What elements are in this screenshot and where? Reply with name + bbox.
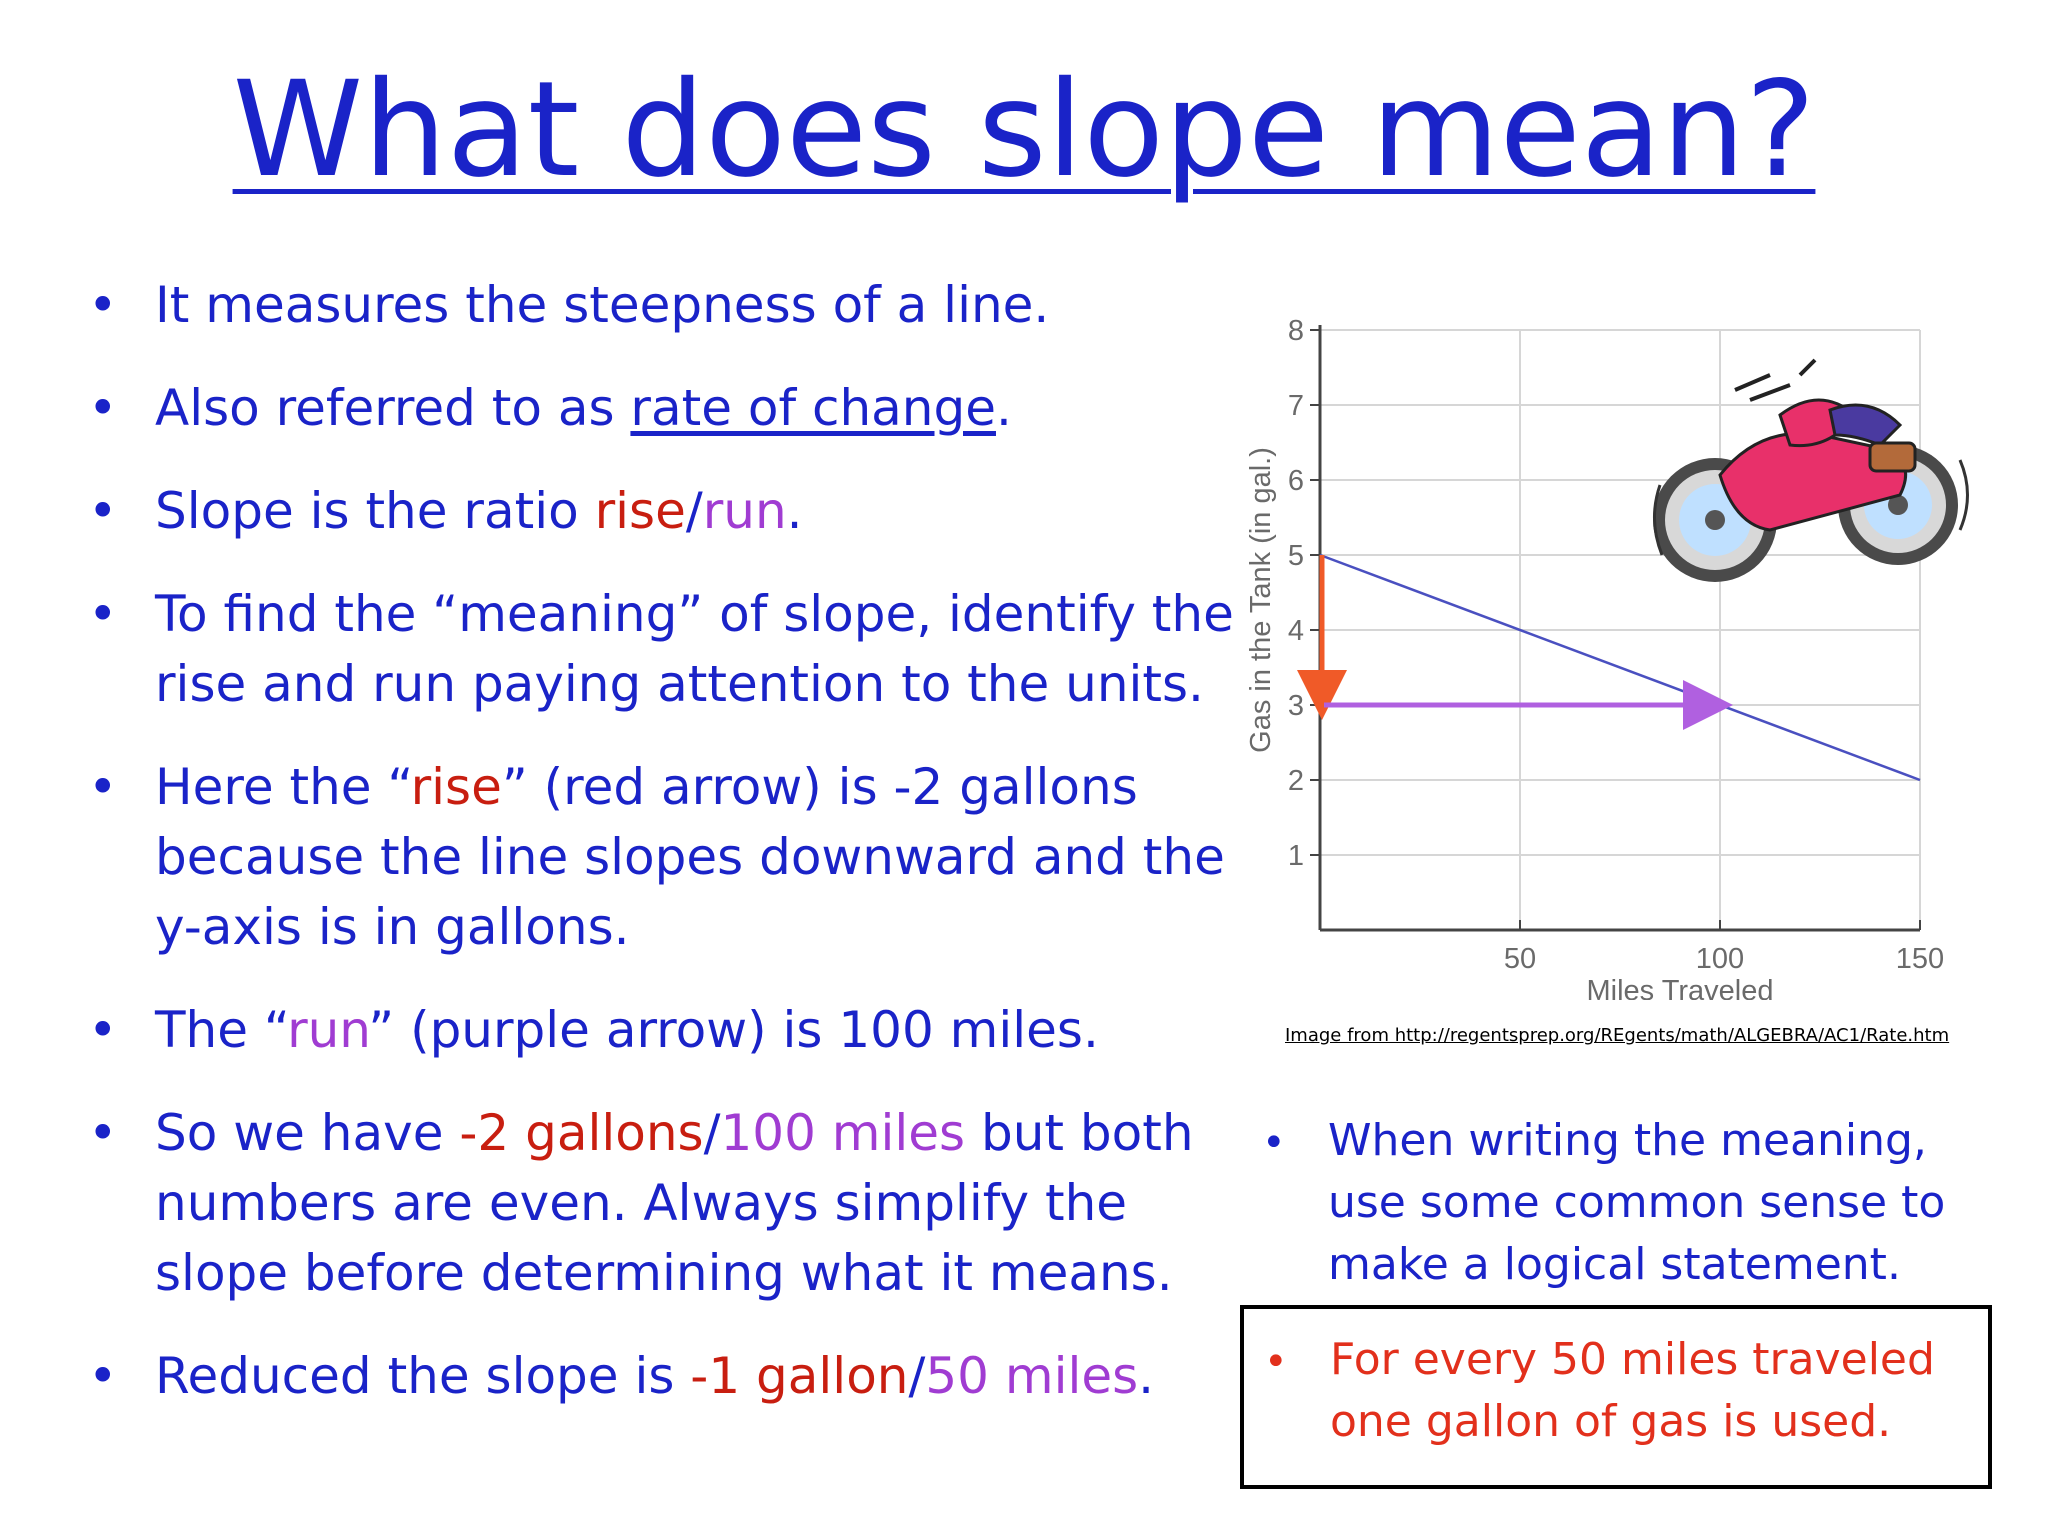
y-tick-label: 7 xyxy=(1288,390,1304,422)
x-tick-label: 100 xyxy=(1696,943,1744,975)
bullet-icon: • xyxy=(88,379,118,437)
y-tick-label: 5 xyxy=(1288,540,1304,572)
run-value: 100 miles xyxy=(720,1104,966,1162)
series-line xyxy=(1319,553,1921,782)
list-item: • The “run” (purple arrow) is 100 miles. xyxy=(85,995,1235,1065)
answer-list: • For every 50 miles traveled one gallon… xyxy=(1264,1329,1984,1453)
answer-box: • For every 50 miles traveled one gallon… xyxy=(1240,1305,1992,1489)
y-tick-label: 3 xyxy=(1288,690,1304,722)
list-item: • Reduced the slope is -1 gallon/50 mile… xyxy=(85,1341,1235,1411)
gas-vs-miles-chart: 1 2 3 4 5 6 7 8 50 100 150 Miles Traveled Gas in the… xyxy=(1240,295,1970,1000)
image-credit: Image from http://regentsprep.org/REgent… xyxy=(1285,1025,1950,1046)
chart-labels: 1 2 3 4 5 6 7 8 50 100 150 Miles Traveled Gas in the… xyxy=(1245,315,1944,1000)
run-value: 50 miles xyxy=(925,1347,1139,1405)
left-bullet-list: • It measures the steepness of a line. •… xyxy=(85,270,1235,1444)
list-item: • It measures the steepness of a line. xyxy=(85,270,1235,340)
x-axis-title: Miles Traveled xyxy=(1587,975,1774,1000)
rise-value: -1 gallon xyxy=(690,1347,909,1405)
y-tick-label: 8 xyxy=(1288,315,1304,347)
y-tick-label: 1 xyxy=(1288,840,1304,872)
y-tick-label: 2 xyxy=(1288,765,1304,797)
right-bullet-list: • When writing the meaning, use some com… xyxy=(1262,1110,1982,1296)
list-item: • To find the “meaning” of slope, identi… xyxy=(85,579,1235,719)
run-term: run xyxy=(287,1001,369,1059)
x-tick-label: 150 xyxy=(1896,943,1944,975)
bullet-icon: • xyxy=(88,1347,118,1405)
chart-svg: 1 2 3 4 5 6 7 8 50 100 150 Miles Traveled Gas in the… xyxy=(1245,315,1969,1000)
bullet-icon: • xyxy=(88,1001,118,1059)
list-item: • When writing the meaning, use some com… xyxy=(1262,1110,1982,1296)
bullet-icon: • xyxy=(1264,1339,1288,1385)
rise-term: rise xyxy=(594,482,686,540)
y-tick-label: 6 xyxy=(1288,465,1304,497)
list-item: • For every 50 miles traveled one gallon… xyxy=(1264,1329,1984,1453)
list-item: • Here the “rise” (red arrow) is -2 gall… xyxy=(85,752,1235,962)
bullet-icon: • xyxy=(1262,1120,1286,1166)
bullet-icon: • xyxy=(88,276,118,334)
bullet-icon: • xyxy=(88,585,118,643)
chart-arrows xyxy=(1297,555,1733,730)
bullet-icon: • xyxy=(88,758,118,816)
rise-value: -2 gallons xyxy=(459,1104,704,1162)
motorcycle-illustration xyxy=(1652,358,1969,582)
list-item: • Also referred to as rate of change. xyxy=(85,373,1235,443)
bullet-icon: • xyxy=(88,482,118,540)
rate-of-change-term: rate of change xyxy=(630,379,996,437)
page-title: What does slope mean? xyxy=(232,53,1816,207)
chart-series xyxy=(1319,553,1921,782)
bullet-icon: • xyxy=(88,1104,118,1162)
y-tick-label: 4 xyxy=(1288,615,1304,647)
run-term: run xyxy=(702,482,787,540)
y-axis-title: Gas in the Tank (in gal.) xyxy=(1245,447,1277,753)
list-item: • Slope is the ratio rise/run. xyxy=(85,476,1235,546)
list-item: • So we have -2 gallons/100 miles but bo… xyxy=(85,1098,1235,1308)
x-tick-label: 50 xyxy=(1504,943,1536,975)
rise-term: rise xyxy=(410,758,502,816)
